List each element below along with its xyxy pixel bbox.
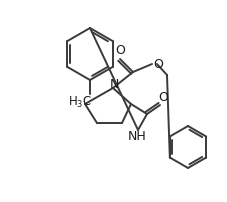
- Text: NH: NH: [127, 130, 146, 143]
- Text: O: O: [152, 59, 162, 72]
- Text: O: O: [115, 44, 124, 58]
- Text: N: N: [109, 79, 118, 92]
- Text: H$_3$C: H$_3$C: [68, 95, 92, 109]
- Text: O: O: [157, 92, 167, 104]
